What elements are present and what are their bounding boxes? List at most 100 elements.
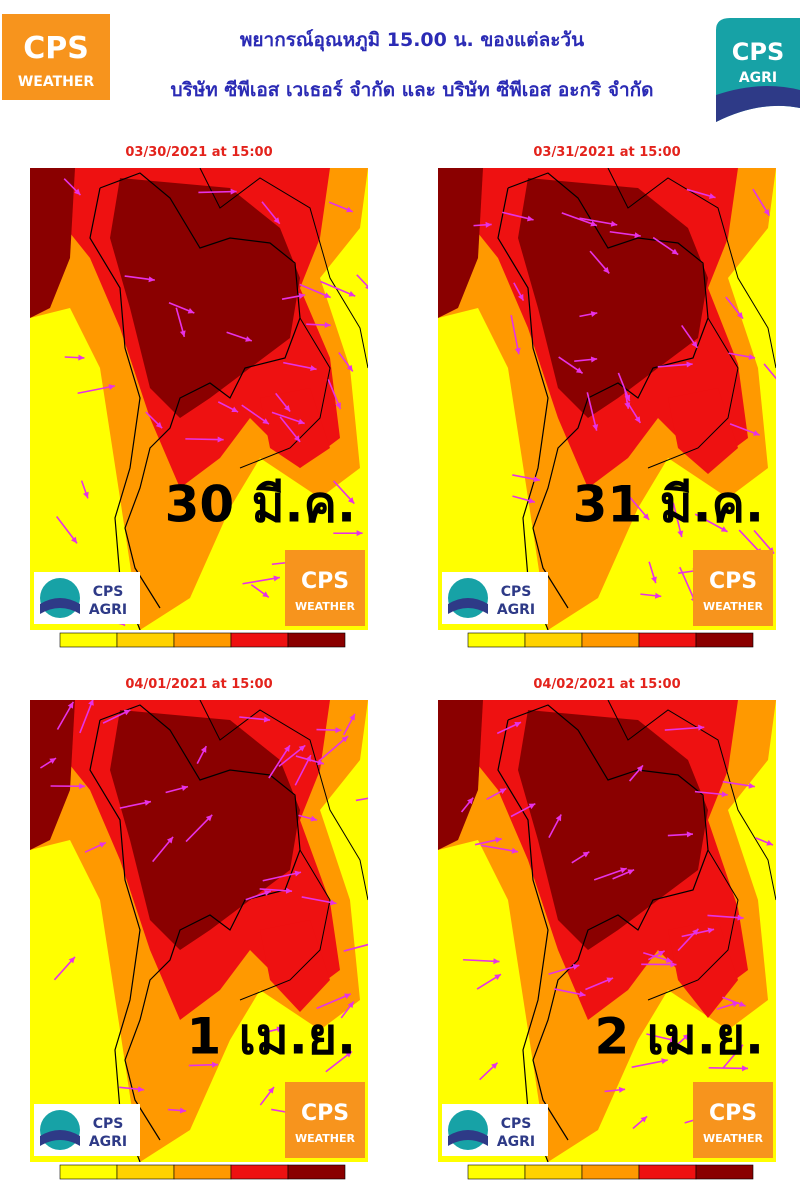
- weather-logo-box: [693, 1082, 773, 1158]
- wind-arrow-head: [166, 836, 174, 844]
- wind-arrow-head: [356, 530, 363, 537]
- border: [607, 700, 776, 1001]
- wind-arrow-head: [347, 1001, 354, 1009]
- day-label: 2 เม.ย.: [594, 1008, 764, 1066]
- wind-arrow-head: [651, 576, 657, 584]
- wind-arrow: [79, 700, 94, 734]
- wind-arrow-head: [200, 746, 207, 753]
- wind-arrow-head: [634, 232, 641, 239]
- wind-arrow-head: [720, 526, 728, 532]
- panel-date: 04/01/2021 at 15:00: [125, 677, 272, 692]
- wind-arrow: [631, 1059, 668, 1069]
- wind-arrow: [242, 576, 280, 585]
- colorbar-segment: [638, 632, 697, 648]
- agri-logo-sub: AGRI: [497, 602, 535, 618]
- wind-arrow-head: [298, 418, 305, 425]
- wind-arrow-head: [708, 193, 716, 199]
- wind-arrow-head: [78, 354, 85, 361]
- wind-arrow-head: [71, 536, 78, 544]
- heat-zone: [110, 710, 300, 950]
- wind-arrow-head: [707, 927, 715, 934]
- wind-arrow-head: [211, 1061, 219, 1068]
- wind-arrow-head: [144, 799, 151, 806]
- wind-arrow-head: [780, 384, 786, 391]
- border: [199, 168, 368, 469]
- wind-arrow-head: [230, 188, 237, 195]
- wind-arrow-head: [262, 591, 269, 598]
- wind-arrow: [262, 871, 302, 882]
- wind-arrow-head: [763, 209, 770, 216]
- wind-arrow-head: [499, 788, 507, 795]
- wind-arrow-head: [661, 1058, 668, 1065]
- agri-logo-sub: AGRI: [497, 1134, 535, 1150]
- wind-arrow-head: [148, 276, 155, 283]
- wind-arrow-head: [590, 311, 598, 317]
- wind-arrow: [579, 217, 618, 226]
- wind-arrow-head: [346, 206, 353, 213]
- wind-arrow: [355, 797, 368, 802]
- wind-arrow-head: [298, 293, 306, 299]
- wind-arrow-head: [590, 356, 598, 363]
- wind-arrow-head: [294, 870, 302, 877]
- wind-arrow-head: [67, 701, 74, 709]
- wind-arrow-head: [346, 364, 353, 372]
- wind-arrow-head: [610, 220, 618, 227]
- wind-arrow-head: [285, 887, 293, 894]
- wind-arrow-head: [335, 727, 342, 734]
- title: พยากรณ์อุณหภูมิ 15.00 น. ของแต่ละวัน: [240, 29, 584, 52]
- wind-arrow: [694, 513, 728, 533]
- agri-logo-wave: [40, 598, 80, 614]
- wind-arrow-head: [572, 963, 580, 970]
- wind-arrow-head: [349, 713, 355, 721]
- wind-arrow: [480, 844, 519, 853]
- wind-arrow-head: [79, 783, 86, 790]
- wind-arrow-head: [294, 435, 301, 442]
- weather-logo-name: CPS: [709, 569, 757, 594]
- weather-logo-name: CPS: [709, 1101, 757, 1126]
- map: [438, 700, 776, 1162]
- heat-zone: [110, 178, 300, 418]
- day-label: 30 มี.ค.: [165, 476, 356, 534]
- weather-logo-sub: WEATHER: [295, 600, 356, 613]
- wind-arrow-head: [264, 890, 271, 896]
- wind-arrow-head: [310, 365, 317, 372]
- wind-arrow-head: [555, 814, 562, 822]
- border: [607, 168, 776, 469]
- wind-arrow-head: [527, 215, 534, 222]
- wind-arrow-head: [217, 436, 224, 443]
- wind-arrow-head: [753, 430, 760, 436]
- wind-arrow-head: [485, 221, 492, 228]
- wind-arrow: [664, 726, 705, 731]
- wind-arrow: [185, 814, 213, 843]
- wind-arrow-head: [493, 958, 500, 965]
- wind-arrow-head: [187, 307, 195, 314]
- wind-arrow-head: [341, 736, 349, 743]
- weather-logo-box: [693, 550, 773, 626]
- logo-name: CPS: [23, 31, 89, 66]
- wind-arrow: [462, 958, 500, 963]
- wind-arrow-head: [603, 266, 610, 274]
- heat-zone: [518, 710, 708, 950]
- wind-arrow-head: [517, 293, 524, 301]
- weather-logo-sub: WEATHER: [295, 1132, 356, 1145]
- wind-arrow-head: [620, 867, 627, 874]
- wind-arrow-head: [606, 977, 614, 984]
- border: [89, 172, 301, 630]
- wind-arrow-head: [766, 839, 773, 846]
- wind-arrow-head: [88, 700, 94, 706]
- wind-arrow-head: [99, 842, 106, 848]
- wind-arrow: [356, 274, 368, 288]
- logo-name: CPS: [732, 38, 785, 66]
- wind-arrow-head: [738, 1001, 746, 1007]
- wind-arrow-head: [670, 961, 677, 968]
- wind-arrow-head: [323, 292, 331, 298]
- logo-wave: [716, 86, 800, 122]
- colorbar-segment: [59, 1164, 118, 1180]
- agri-logo-sub: AGRI: [89, 1134, 127, 1150]
- wind-arrow-head: [371, 941, 378, 947]
- border: [89, 704, 301, 1162]
- wind-arrow-head: [344, 993, 351, 999]
- forecast-panel: 03/31/2021 at 15:00 31 มี.ค. CPS AGRI CPS WEA…: [438, 145, 786, 648]
